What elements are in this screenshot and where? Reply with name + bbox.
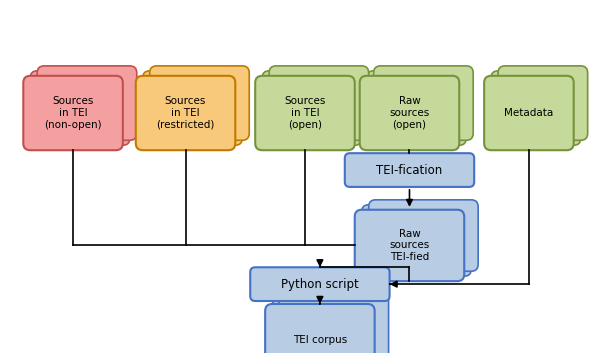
FancyBboxPatch shape	[255, 76, 355, 150]
FancyBboxPatch shape	[355, 210, 464, 281]
FancyBboxPatch shape	[262, 71, 362, 145]
FancyBboxPatch shape	[265, 304, 374, 354]
FancyBboxPatch shape	[369, 200, 478, 271]
Text: Python script: Python script	[281, 278, 359, 291]
FancyBboxPatch shape	[150, 66, 249, 140]
FancyBboxPatch shape	[269, 66, 369, 140]
FancyBboxPatch shape	[345, 153, 474, 187]
Text: Sources
in TEI
(non-open): Sources in TEI (non-open)	[44, 96, 102, 130]
FancyBboxPatch shape	[272, 299, 382, 354]
Text: Sources
in TEI
(restricted): Sources in TEI (restricted)	[156, 96, 215, 130]
FancyBboxPatch shape	[23, 76, 123, 150]
FancyBboxPatch shape	[374, 66, 473, 140]
Text: Raw
sources
(open): Raw sources (open)	[389, 96, 429, 130]
Text: Metadata: Metadata	[504, 108, 554, 118]
Text: TEI corpus: TEI corpus	[293, 335, 347, 345]
FancyBboxPatch shape	[143, 71, 242, 145]
FancyBboxPatch shape	[250, 267, 389, 301]
FancyBboxPatch shape	[362, 205, 471, 276]
FancyBboxPatch shape	[367, 71, 466, 145]
Text: Sources
in TEI
(open): Sources in TEI (open)	[284, 96, 326, 130]
FancyBboxPatch shape	[279, 294, 389, 354]
FancyBboxPatch shape	[37, 66, 137, 140]
FancyBboxPatch shape	[498, 66, 588, 140]
FancyBboxPatch shape	[360, 76, 459, 150]
FancyBboxPatch shape	[30, 71, 130, 145]
FancyBboxPatch shape	[484, 76, 573, 150]
Text: TEI-fication: TEI-fication	[376, 164, 443, 177]
Text: Raw
sources
TEI-fied: Raw sources TEI-fied	[389, 229, 429, 262]
FancyBboxPatch shape	[491, 71, 581, 145]
FancyBboxPatch shape	[136, 76, 235, 150]
